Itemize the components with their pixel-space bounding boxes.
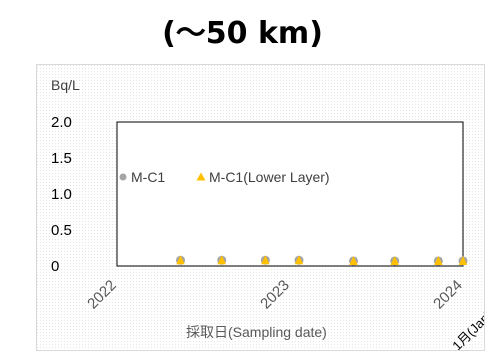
legend: M-C1 M-C1(Lower Layer) (119, 169, 330, 185)
legend-label: M-C1(Lower Layer) (209, 169, 330, 185)
y-tick-label: 0.5 (51, 222, 72, 239)
legend-marker-triangle (196, 172, 206, 181)
y-tick-label: 0 (51, 258, 59, 275)
legend-marker-circle (119, 173, 127, 181)
chart-title: (〜50 km) (162, 16, 323, 51)
data-point-triangle (294, 255, 304, 265)
data-point-triangle (458, 255, 468, 265)
y-ticks: 2.0 1.5 1.0 0.5 0 (51, 114, 72, 275)
data-point-triangle (176, 255, 185, 265)
legend-label: M-C1 (131, 169, 165, 185)
x-axis-label: 採取日(Sampling date) (186, 324, 327, 340)
data-point-triangle (261, 255, 270, 265)
data-point-triangle (349, 255, 358, 265)
data-point-triangle (434, 255, 443, 265)
y-tick-label: 1.0 (51, 186, 72, 203)
data-marks (176, 255, 468, 266)
data-point-triangle (390, 255, 399, 265)
y-tick-label: 1.5 (51, 150, 72, 167)
y-tick-label: 2.0 (51, 114, 72, 131)
data-point-triangle (217, 255, 226, 265)
chart-frame: Bq/L 2.0 1.5 1.0 0.5 0 2022 2023 2024 1月(Jan) M… (36, 64, 485, 353)
plot-area (116, 121, 464, 267)
y-axis-label: Bq/L (51, 77, 80, 93)
